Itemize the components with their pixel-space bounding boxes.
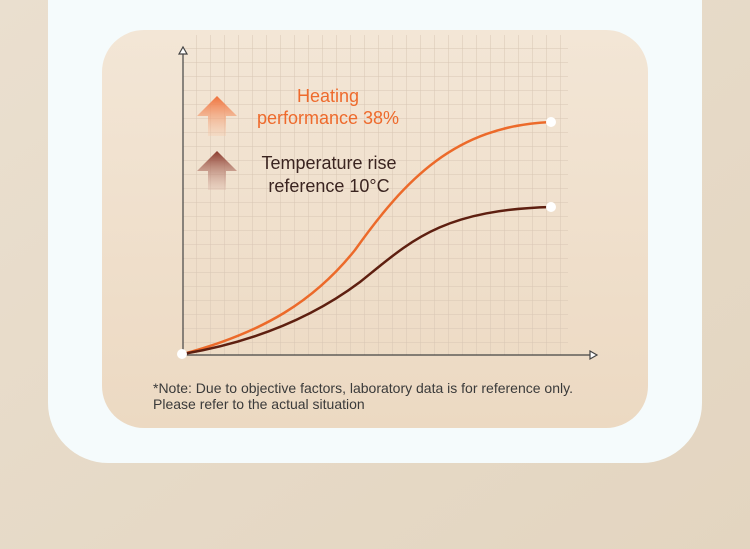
temperature-curve xyxy=(182,205,552,356)
heating-curve xyxy=(182,120,552,356)
labels: Heating performance 38% Temperature rise… xyxy=(257,86,399,196)
label-text: performance 38% xyxy=(257,108,399,128)
end-point xyxy=(546,117,556,127)
label-text: Temperature rise xyxy=(261,153,396,173)
label-text: reference 10°C xyxy=(268,176,389,196)
note: *Note: Due to objective factors, laborat… xyxy=(153,380,573,412)
note-text: Please refer to the actual situation xyxy=(153,396,365,412)
label-text: Heating xyxy=(297,86,359,106)
up-arrow-icon xyxy=(197,96,237,136)
axes xyxy=(177,45,599,361)
up-arrow-icon xyxy=(197,151,237,190)
origin-point xyxy=(177,349,187,359)
grid xyxy=(183,35,568,355)
note-text: *Note: Due to objective factors, laborat… xyxy=(153,380,573,396)
end-point xyxy=(546,202,556,212)
